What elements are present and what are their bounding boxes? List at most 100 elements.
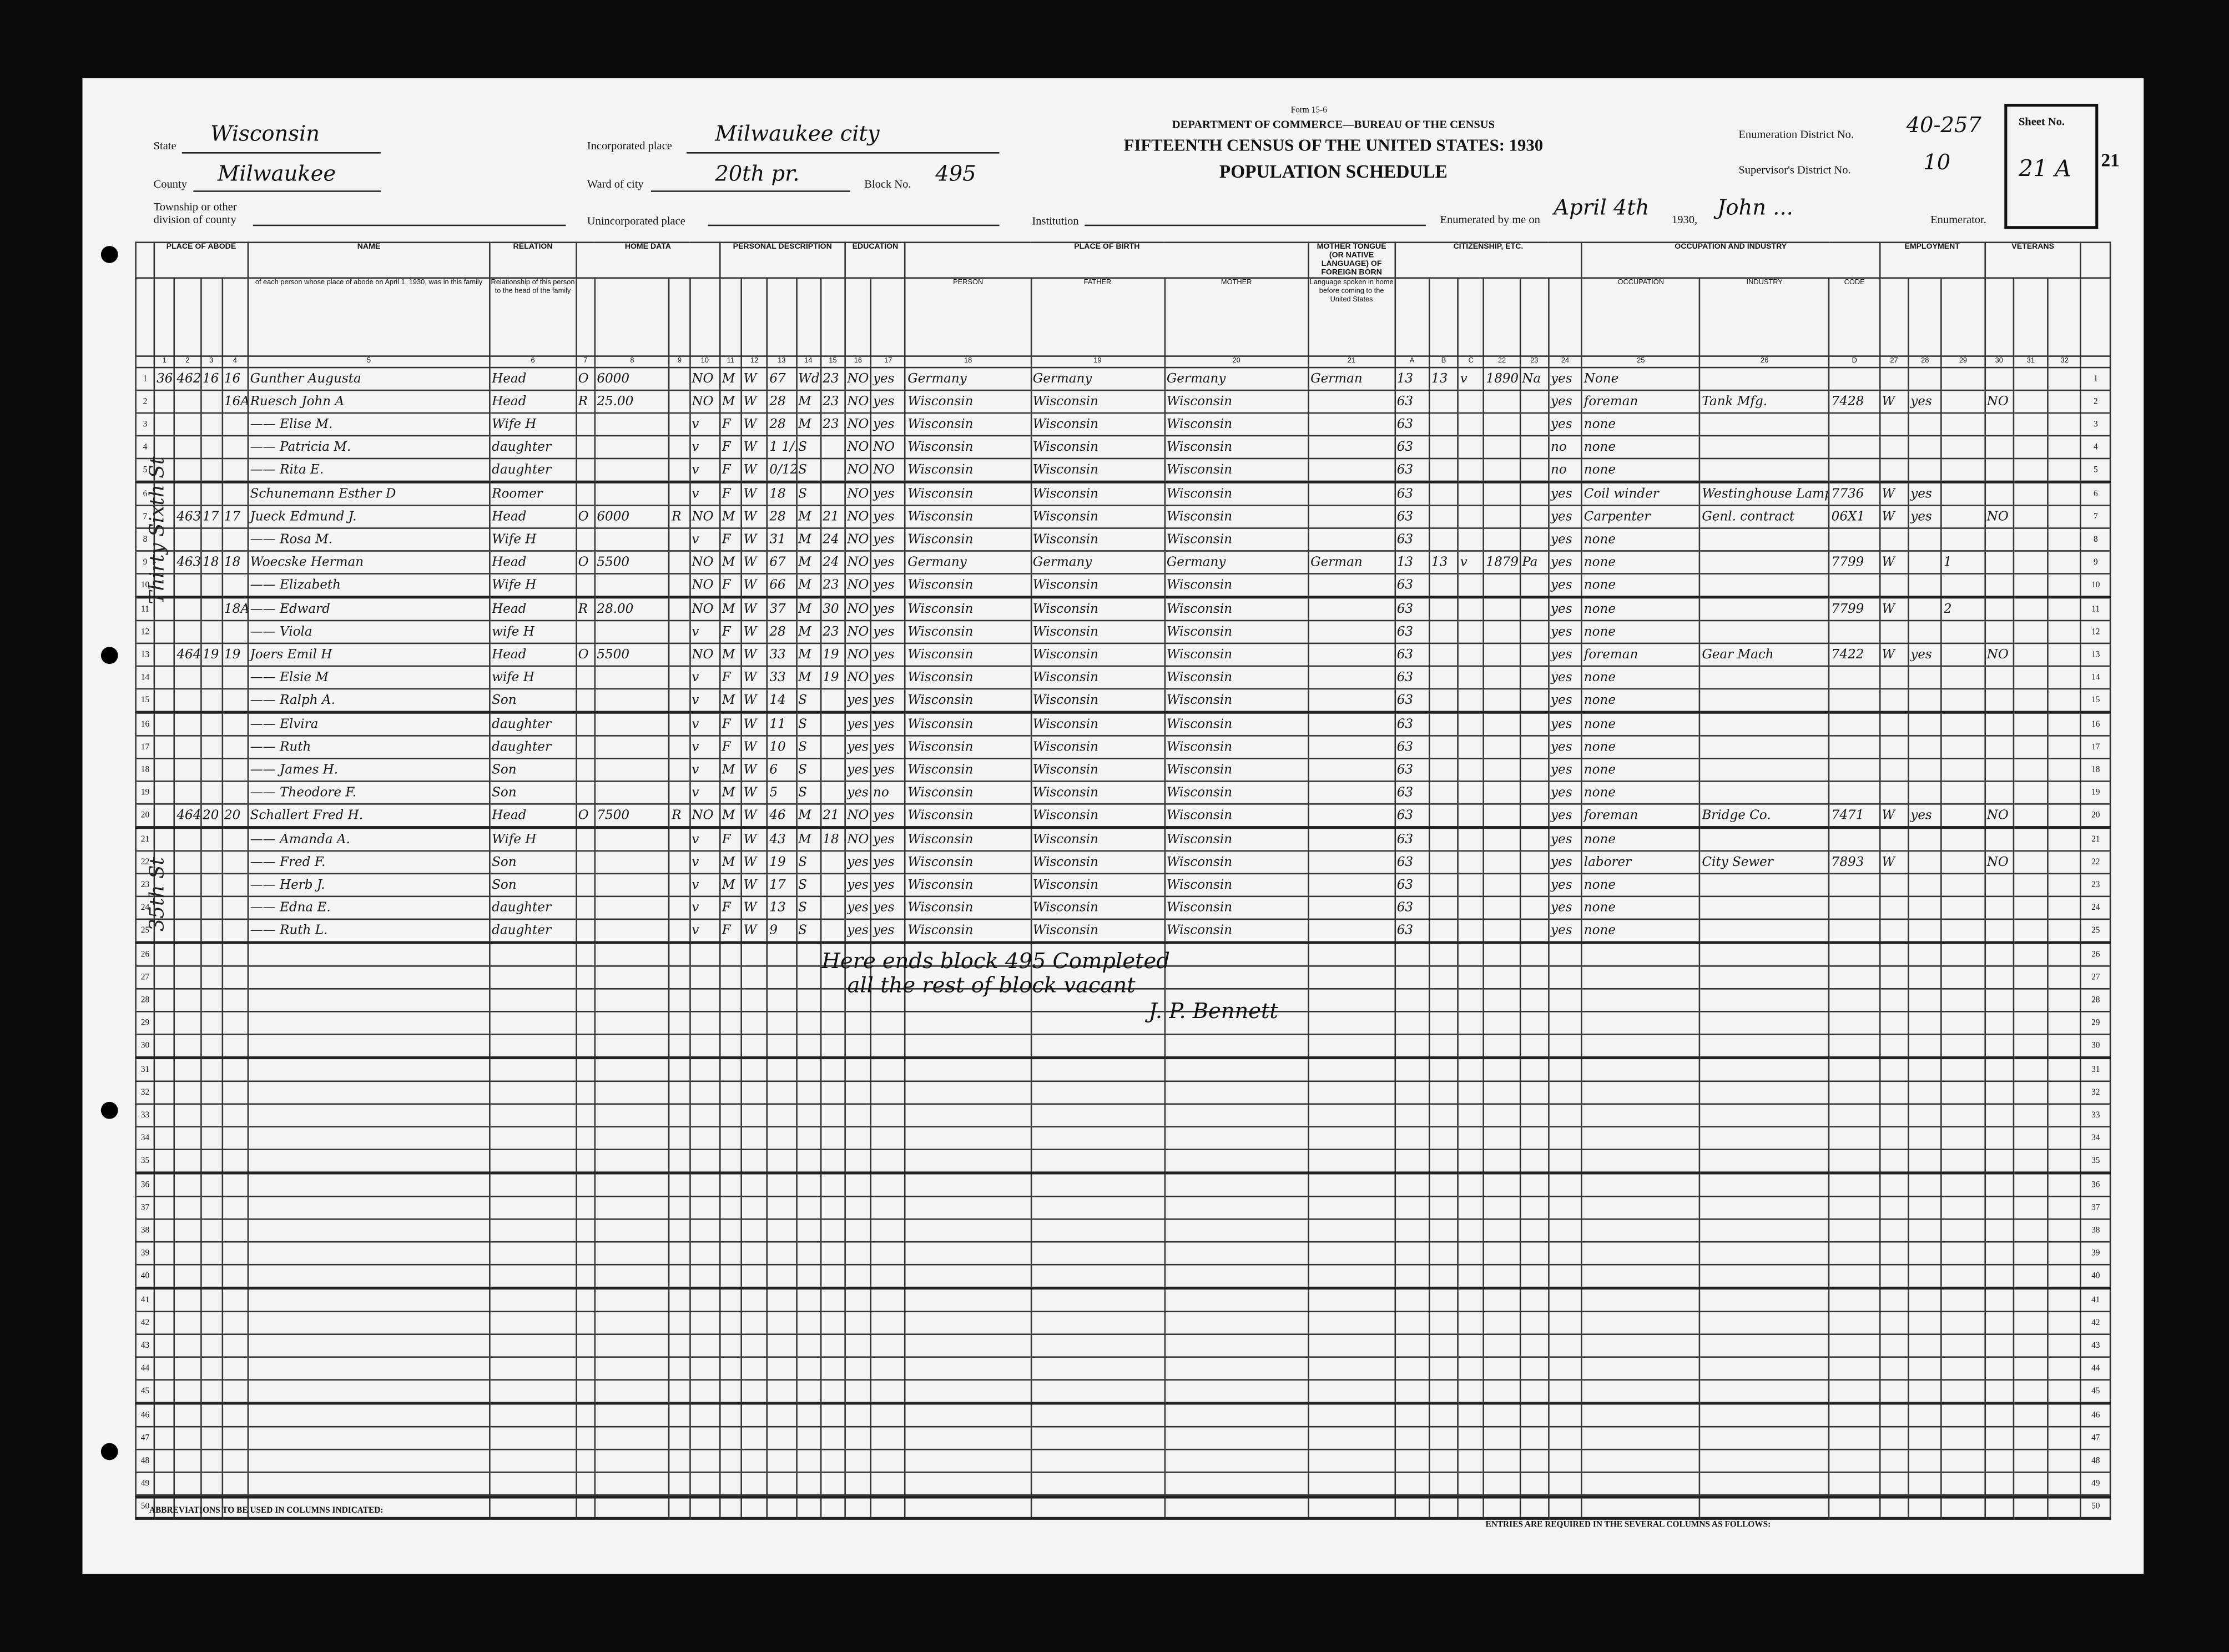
table-row: 746301717Jueck Edmund J.HeadO6000RNOMW28… xyxy=(135,505,2111,529)
cell-sex xyxy=(719,988,743,1013)
cell-race: W xyxy=(740,573,768,599)
cell-val xyxy=(594,688,670,714)
cell-c31 xyxy=(2013,1426,2049,1450)
cell-rel: Head xyxy=(488,505,577,529)
cell-agem: 23 xyxy=(820,366,846,391)
cell-imm xyxy=(1483,918,1521,944)
cell-sch: yes xyxy=(844,711,872,737)
cell-read: yes xyxy=(870,895,906,920)
cell-a: 63 xyxy=(1394,758,1430,782)
line-number: 30 xyxy=(2080,1034,2111,1060)
cell-imm xyxy=(1483,1263,1521,1290)
cell-agem xyxy=(820,1356,846,1381)
cell-occ: foreman xyxy=(1581,389,1701,414)
cell-emp xyxy=(1908,1195,1943,1220)
cell-c1 xyxy=(153,1311,175,1335)
cell-sch xyxy=(844,1218,872,1243)
line-number: 14 xyxy=(2080,665,2111,690)
cell-name: Schallert Fred H. xyxy=(247,803,491,829)
cell-rel: Son xyxy=(488,873,577,898)
cell-d xyxy=(1828,1448,1880,1473)
line-number: 42 xyxy=(2080,1311,2111,1335)
cell-c31 xyxy=(2013,1149,2049,1175)
cell-race xyxy=(740,1402,768,1428)
cell-ind xyxy=(1699,1311,1830,1335)
cell-occ xyxy=(1581,1402,1701,1428)
table-row: 38 38 xyxy=(135,1218,2111,1243)
cell-ten xyxy=(575,457,596,483)
cell-agem: 30 xyxy=(820,596,846,622)
cell-read: yes xyxy=(870,918,906,944)
cell-nat xyxy=(1519,1149,1550,1175)
cell-sch: yes xyxy=(844,735,872,759)
column-header-sch xyxy=(844,277,872,357)
cell-bp xyxy=(905,1218,1032,1243)
cell-bm: Wisconsin xyxy=(1163,596,1309,622)
cell-farm: v xyxy=(689,827,721,852)
cell-emp: yes xyxy=(1908,481,1943,506)
cell-age: 1 1/12 xyxy=(766,435,797,460)
cell-imm xyxy=(1483,481,1521,506)
cell-ind xyxy=(1699,1402,1830,1428)
column-header-cls xyxy=(1879,277,1909,357)
cell-a: 63 xyxy=(1394,827,1430,852)
cell-rel xyxy=(488,1034,577,1060)
cell-ten xyxy=(575,1402,596,1428)
cell-agem xyxy=(820,918,846,944)
cell-ten xyxy=(575,1011,596,1035)
cell-c1 xyxy=(153,941,175,967)
cell-read: yes xyxy=(870,711,906,737)
cell-radio xyxy=(668,918,690,944)
cell-name xyxy=(247,965,491,990)
cell-sch xyxy=(844,1011,872,1035)
cell-fam xyxy=(221,1241,249,1266)
cell-vet xyxy=(1984,596,2014,622)
cell-un: 2 xyxy=(1940,596,1986,622)
line-number: 7 xyxy=(135,505,155,529)
cell-occ xyxy=(1581,1241,1701,1266)
cell-d xyxy=(1828,1426,1880,1450)
cell-dw xyxy=(199,1287,223,1312)
cell-un xyxy=(1940,1379,1986,1405)
cell-b xyxy=(1428,1218,1459,1243)
column-number: 8 xyxy=(594,355,670,369)
cell-bf xyxy=(1030,1494,1166,1520)
line-number: 27 xyxy=(2080,965,2111,990)
cell-bf xyxy=(1030,1149,1166,1175)
cell-c32 xyxy=(2047,827,2082,852)
cell-cls: W xyxy=(1879,505,1909,529)
cell-c32 xyxy=(2047,1494,2082,1520)
cell-farm xyxy=(689,1149,721,1175)
cell-radio xyxy=(668,457,690,483)
cell-age xyxy=(766,1126,797,1151)
cell-read xyxy=(870,1080,906,1105)
cell-vet xyxy=(1984,1311,2014,1335)
column-header-farm xyxy=(689,277,721,357)
cell-c xyxy=(1457,642,1485,667)
cell-ten: O xyxy=(575,505,596,529)
cell-b xyxy=(1428,711,1459,737)
cell-emp xyxy=(1908,1402,1943,1428)
cell-fam xyxy=(221,895,249,920)
cell-a xyxy=(1394,1126,1430,1151)
cell-val xyxy=(594,711,670,737)
cell-fam xyxy=(221,873,249,898)
cell-name xyxy=(247,1333,491,1358)
cell-val xyxy=(594,457,670,483)
line-number: 32 xyxy=(135,1080,155,1105)
cell-ten xyxy=(575,918,596,944)
cell-bp: Wisconsin xyxy=(905,895,1032,920)
cell-un xyxy=(1940,918,1986,944)
table-row: 2 16A Ruesch John A Head R 25.00 NO M W 28 M 23 NO ye… xyxy=(135,389,2111,414)
cell-vet xyxy=(1984,873,2014,898)
cell-sch: NO xyxy=(844,527,872,552)
cell-c xyxy=(1457,573,1485,599)
cell-nat xyxy=(1519,412,1550,437)
cell-rel xyxy=(488,1287,577,1312)
cell-nat xyxy=(1519,1471,1550,1496)
cell-bf: Wisconsin xyxy=(1030,457,1166,483)
cell-house xyxy=(174,711,201,737)
cell-agem xyxy=(820,1333,846,1358)
cell-dw: 20 xyxy=(199,803,223,829)
cell-a: 63 xyxy=(1394,435,1430,460)
